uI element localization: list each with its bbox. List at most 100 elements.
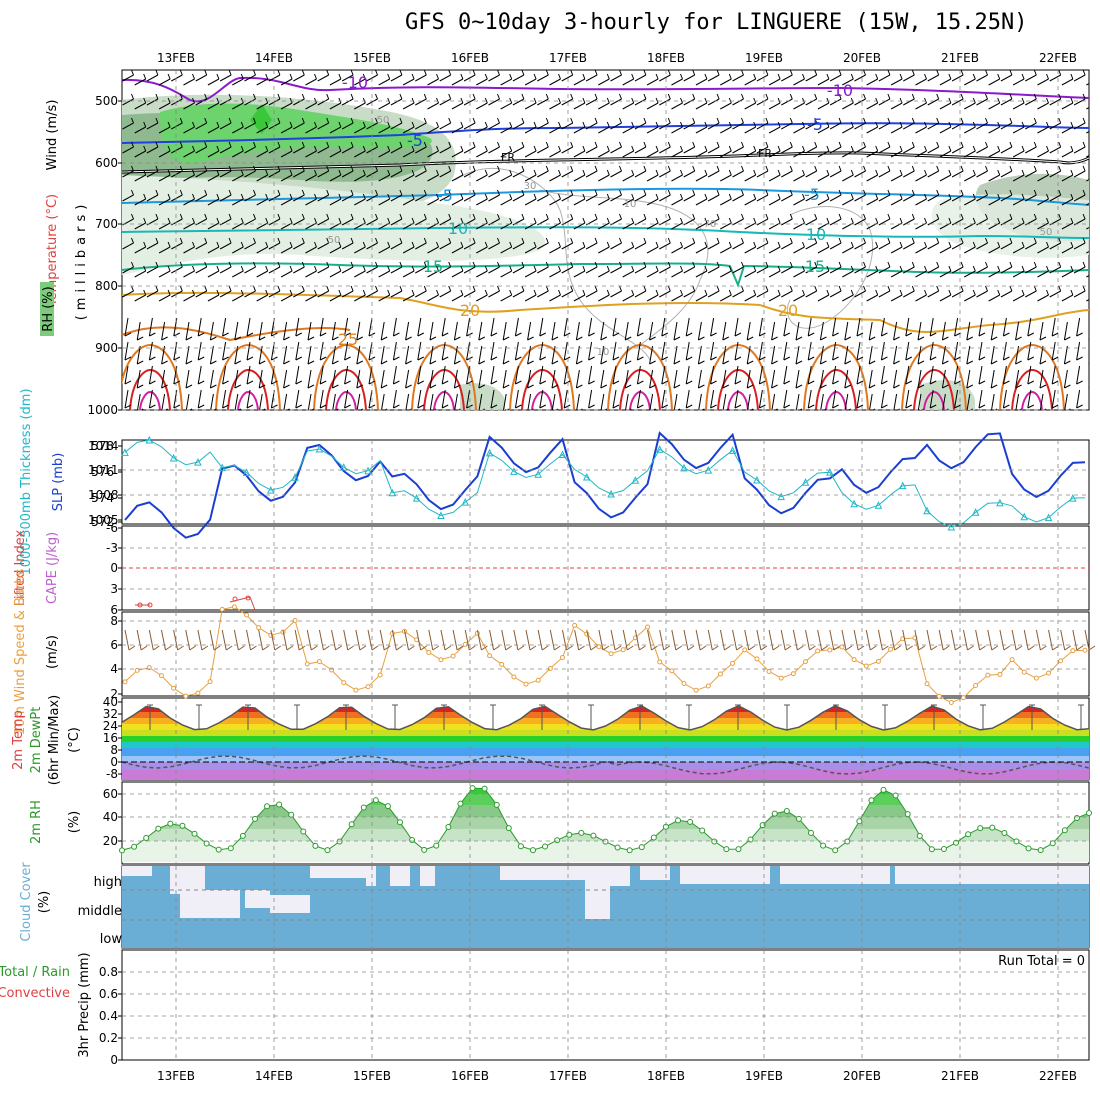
barb (807, 341, 812, 361)
temp-band-3 (122, 748, 1089, 756)
barb (610, 122, 622, 130)
barb-flag (228, 141, 232, 148)
barb (524, 246, 537, 254)
barb (293, 218, 305, 226)
rh2m-point-46 (675, 817, 682, 824)
barb (683, 146, 695, 154)
barb (829, 242, 842, 250)
barb-flag (1089, 409, 1095, 412)
barb-flag (289, 73, 293, 80)
barb (341, 266, 354, 274)
barb-flag (698, 360, 705, 365)
hot-contour-4 (521, 368, 563, 410)
date-bottom-7: 20FEB (843, 1069, 881, 1083)
barb-flag (875, 265, 879, 272)
barb-flag (185, 360, 193, 365)
barb-flag (253, 237, 256, 244)
barb-flag (436, 193, 439, 200)
barb-flag (551, 336, 559, 341)
barb (378, 174, 390, 182)
barb-flag (448, 117, 452, 124)
cloud-gap-11 (600, 866, 630, 886)
ytick-precip.yticks-0: 0.8 (99, 965, 118, 979)
temp-band-7 (122, 724, 1089, 730)
barb-flag (356, 360, 364, 365)
barb-flag (716, 261, 720, 268)
barb-flag (210, 336, 217, 341)
barb (512, 266, 525, 274)
barb-flag (826, 289, 830, 296)
barb (671, 150, 683, 158)
barb-flag (612, 380, 620, 385)
barb (781, 290, 793, 298)
barb (354, 102, 366, 110)
barb (415, 122, 427, 130)
barb (927, 266, 939, 274)
barb (1051, 317, 1056, 337)
barb-flag (826, 193, 830, 200)
barb-flag (131, 70, 134, 76)
wind10-point-45 (669, 668, 675, 674)
barb-flag (911, 70, 915, 76)
barb (964, 102, 976, 110)
barb (210, 393, 214, 410)
barb-flag (619, 189, 622, 196)
barb-flag (1021, 121, 1025, 128)
barb-flag (728, 265, 732, 272)
barb (807, 389, 812, 409)
barb (598, 126, 610, 134)
barb (941, 345, 946, 365)
barb-flag (850, 241, 854, 248)
barb (695, 174, 708, 182)
barb (622, 174, 634, 182)
barb (697, 369, 702, 389)
barb (280, 198, 293, 206)
barb-flag (673, 360, 681, 365)
barb (222, 341, 227, 361)
barb (807, 365, 812, 385)
barb (402, 150, 415, 158)
wind10-barb-flag-4 (177, 645, 184, 651)
barb-flag (685, 356, 693, 361)
barb (905, 317, 910, 337)
wind10-barb-67 (938, 629, 944, 651)
barb-flag (173, 332, 181, 337)
barb-flag (484, 241, 488, 248)
label-wind: Wind (m/s) (45, 100, 60, 171)
barb-flag (631, 193, 635, 200)
wind10-point-59 (839, 644, 845, 650)
barb-flag (423, 261, 427, 268)
barb (317, 290, 329, 298)
barb-flag (356, 336, 364, 341)
temp-band-2 (122, 756, 1089, 762)
barb-flag (216, 241, 220, 248)
barb (951, 98, 964, 106)
barb (905, 389, 910, 409)
barb (1025, 266, 1037, 274)
wind10-barb-flag-24 (420, 645, 427, 651)
barb-flag (826, 145, 830, 152)
date-bottom-2: 15FEB (353, 1069, 391, 1083)
barb-flag (655, 193, 659, 200)
barb-flag (881, 404, 888, 409)
barb-flag (362, 145, 366, 152)
barb (122, 146, 134, 154)
rh-label-4: 10 (597, 347, 610, 358)
barb-flag (277, 261, 281, 268)
wind10-barb-flag-64 (906, 645, 913, 651)
barb-flag (497, 285, 500, 292)
barb (585, 290, 598, 298)
barb-flag (289, 241, 293, 248)
barb (671, 294, 683, 302)
barb (832, 341, 837, 361)
barb (329, 198, 342, 206)
barb (585, 266, 598, 274)
barb-flag (972, 121, 976, 128)
barb-flag (204, 285, 208, 292)
barb (988, 78, 1000, 86)
thickness-marker-22 (388, 488, 397, 497)
hottest-contour-7 (825, 390, 847, 410)
thickness-marker-18 (339, 463, 348, 471)
barb-flag (704, 217, 708, 224)
wind10-point-72 (997, 671, 1003, 677)
